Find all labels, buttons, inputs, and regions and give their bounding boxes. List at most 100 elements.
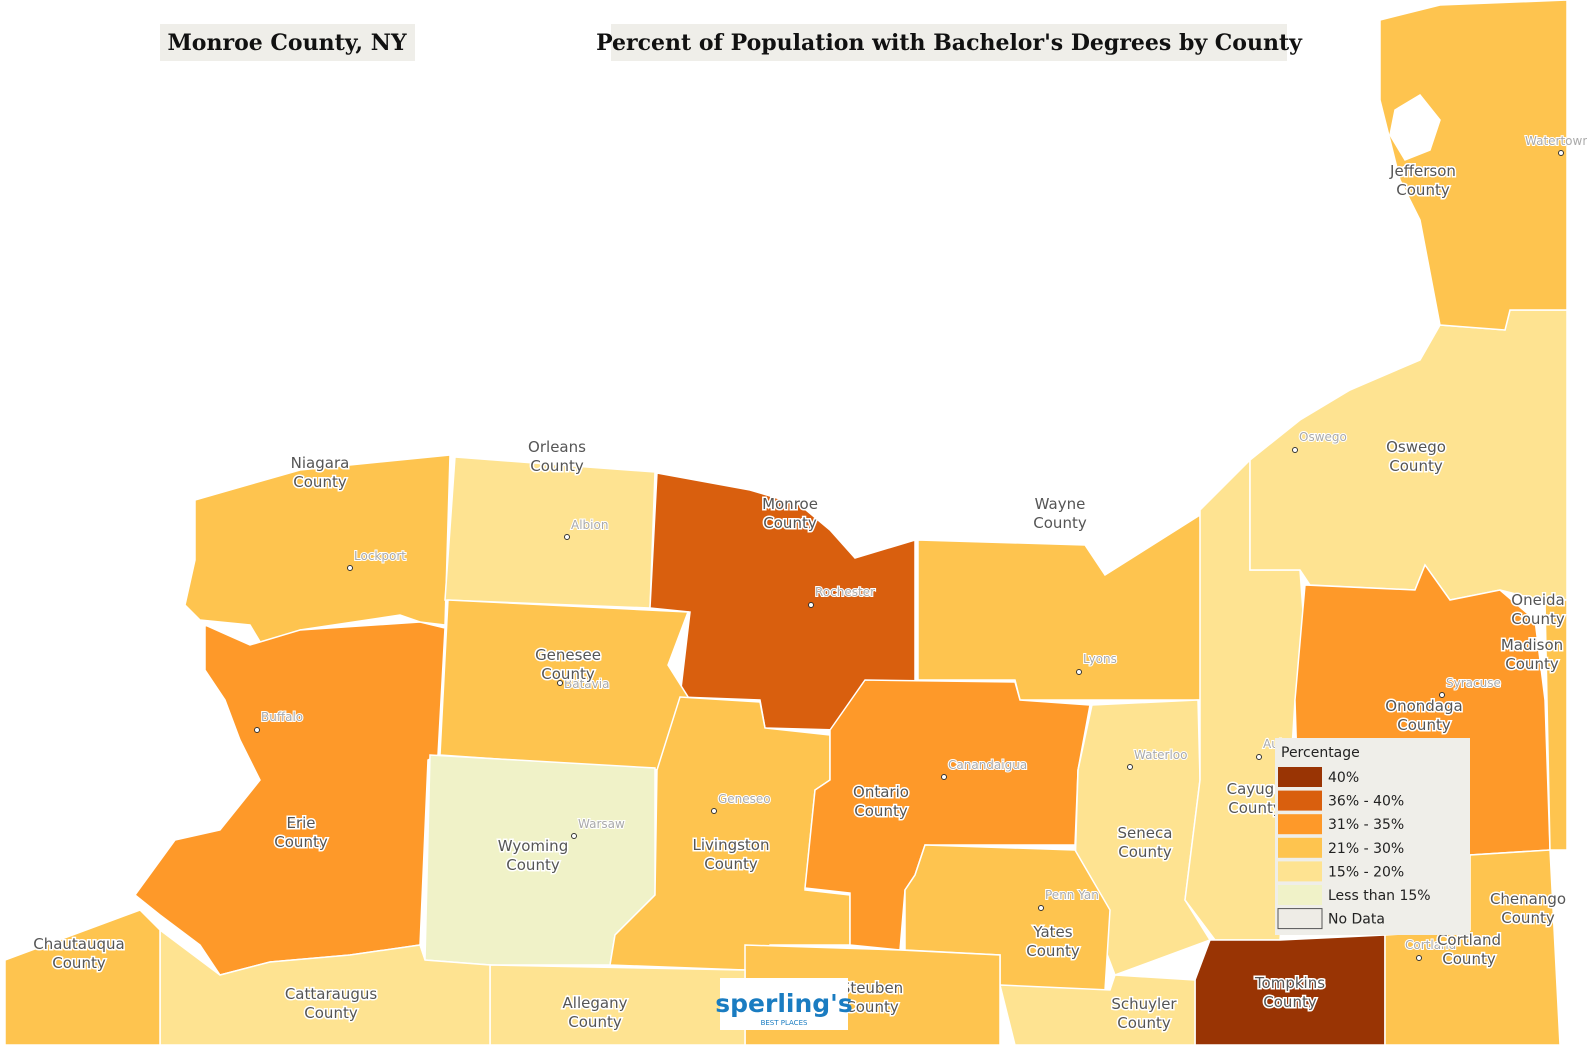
city-label: Geneseo bbox=[718, 792, 771, 806]
county-label: Schuyler bbox=[1111, 995, 1177, 1013]
header-location: Monroe County, NY bbox=[167, 30, 406, 56]
legend-label: Less than 15% bbox=[1328, 888, 1431, 904]
cities: Watertown Oswego Lockport Albion Rochester Ly… bbox=[254, 133, 1587, 961]
county-label: Cayuga bbox=[1227, 780, 1284, 798]
logo-text: sperling's bbox=[715, 989, 852, 1018]
city-dot bbox=[1292, 447, 1298, 453]
city-dot bbox=[557, 680, 563, 686]
city-label: Penn Yan bbox=[1045, 888, 1099, 902]
city-dot bbox=[1439, 692, 1445, 698]
city-dot bbox=[254, 727, 260, 733]
city-dot bbox=[347, 565, 353, 571]
county-label: County bbox=[1511, 610, 1565, 628]
county-labels: NiagaraCountyOrleansCountyMonroeCountyWa… bbox=[32, 161, 1568, 1034]
legend-swatch bbox=[1278, 790, 1322, 811]
county-label: County bbox=[506, 856, 560, 874]
city-label: Warsaw bbox=[578, 817, 625, 831]
county-label: Erie bbox=[286, 814, 315, 832]
county-label: Niagara bbox=[291, 454, 350, 472]
legend-label: 21% - 30% bbox=[1328, 841, 1404, 857]
county-label: Seneca bbox=[1118, 824, 1173, 842]
city-label: Rochester bbox=[815, 585, 875, 599]
city-dot bbox=[1416, 955, 1422, 961]
city-dot bbox=[564, 534, 570, 540]
county-label: County bbox=[293, 473, 347, 491]
legend-swatch bbox=[1278, 837, 1322, 858]
city-label: Lockport bbox=[354, 549, 406, 563]
legend-title: Percentage bbox=[1281, 745, 1360, 761]
header-box bbox=[611, 24, 1287, 61]
county-label: County bbox=[1228, 799, 1282, 817]
city-label: Watertown bbox=[1525, 134, 1587, 148]
county-label: County bbox=[1026, 942, 1080, 960]
county-label: Genesee bbox=[535, 646, 601, 664]
county-label: Orleans bbox=[528, 438, 586, 456]
county-label: Ontario bbox=[853, 783, 909, 801]
county-label: Tompkins bbox=[1254, 974, 1325, 992]
county-label: County bbox=[530, 457, 584, 475]
header-title: Percent of Population with Bachelor's De… bbox=[596, 30, 1303, 56]
county-label: Oneida bbox=[1511, 591, 1564, 609]
county-label: County bbox=[854, 802, 908, 820]
city-label: Canandaigua bbox=[948, 758, 1027, 772]
legend-label: 36% - 40% bbox=[1328, 794, 1404, 810]
city-label: Waterloo bbox=[1134, 748, 1188, 762]
county-label: County bbox=[704, 855, 758, 873]
county-label: County bbox=[1396, 181, 1450, 199]
legend-swatch bbox=[1278, 767, 1322, 787]
county-label: County bbox=[1505, 655, 1559, 673]
city-dot bbox=[941, 774, 947, 780]
county-label: Cattaraugus bbox=[285, 985, 378, 1003]
chautauqua bbox=[4, 909, 161, 1046]
city-label: Lyons bbox=[1083, 652, 1117, 666]
city-label: Syracuse bbox=[1446, 676, 1501, 690]
county-label: Yates bbox=[1032, 923, 1072, 941]
city-dot bbox=[1558, 150, 1564, 156]
legend-label: 15% - 20% bbox=[1328, 864, 1404, 880]
erie bbox=[133, 621, 446, 976]
county-label: Allegany bbox=[563, 994, 628, 1012]
legend-label: No Data bbox=[1328, 912, 1385, 928]
county-label: County bbox=[1397, 716, 1451, 734]
city-label: Albion bbox=[571, 518, 608, 532]
schuyler bbox=[999, 974, 1196, 1046]
county-label: County bbox=[274, 833, 328, 851]
county-label: Onondaga bbox=[1385, 697, 1462, 715]
county-label: County bbox=[1389, 457, 1443, 475]
legend-swatch bbox=[1278, 814, 1322, 835]
city-label: Oswego bbox=[1299, 430, 1347, 444]
county-label: Monroe bbox=[762, 495, 818, 513]
legend-label: 31% - 35% bbox=[1328, 817, 1404, 833]
county-label: Oswego bbox=[1386, 438, 1446, 456]
county-label: County bbox=[1033, 514, 1087, 532]
legend: Percentage 40% 36% - 40% 31% - 35% 21% - 30… bbox=[1275, 738, 1470, 935]
cattaraugus bbox=[159, 928, 491, 1046]
county-label: County bbox=[304, 1004, 358, 1022]
county-label: Livingston bbox=[693, 836, 770, 854]
county-label: County bbox=[1118, 843, 1172, 861]
county-label: Steuben bbox=[841, 979, 903, 997]
county-label: County bbox=[1442, 950, 1496, 968]
county-label: County bbox=[52, 954, 106, 972]
wayne bbox=[917, 513, 1206, 701]
city-label: Cortland bbox=[1405, 938, 1456, 952]
city-dot bbox=[1127, 764, 1133, 770]
city-label: Buffalo bbox=[261, 710, 303, 724]
city-dot bbox=[1256, 754, 1262, 760]
county-label: County bbox=[1117, 1014, 1171, 1032]
county-label: Chenango bbox=[1490, 890, 1566, 908]
counties bbox=[4, 0, 1568, 1046]
logo-box bbox=[720, 978, 848, 1030]
jefferson bbox=[1379, 0, 1568, 331]
county-label: Wayne bbox=[1035, 495, 1086, 513]
county-label: County bbox=[763, 514, 817, 532]
city-dot bbox=[1038, 905, 1044, 911]
county-label: County bbox=[845, 998, 899, 1016]
legend-label: 40% bbox=[1328, 770, 1359, 786]
island bbox=[1389, 94, 1441, 161]
county-label: Wyoming bbox=[498, 837, 568, 855]
header-box bbox=[160, 24, 415, 61]
county-label: County bbox=[1263, 993, 1317, 1011]
county-label: Madison bbox=[1501, 636, 1563, 654]
